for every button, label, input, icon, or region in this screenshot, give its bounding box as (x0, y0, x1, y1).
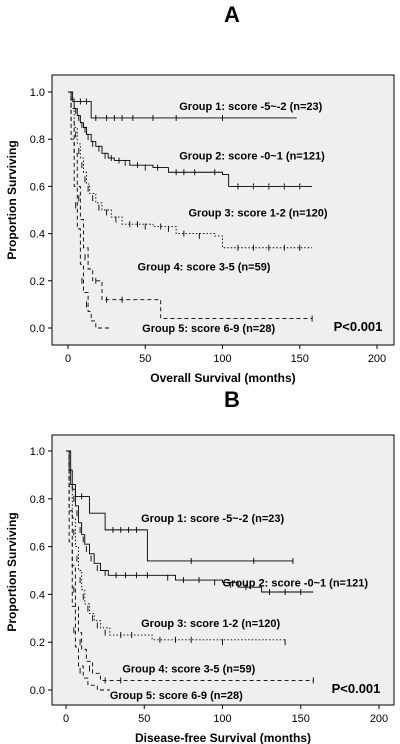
y-tick-label: 0.4 (30, 589, 45, 601)
series-label: Group 1: score -5~-2 (n=23) (141, 513, 284, 525)
x-tick-label: 50 (138, 713, 150, 725)
series-group-4: Group 4: score 3-5 (n=59) (66, 450, 314, 684)
series-line (68, 91, 313, 187)
y-tick-label: 0.8 (30, 494, 45, 506)
y-tick-label: 1.0 (30, 446, 45, 458)
x-tick-label: 150 (292, 713, 310, 725)
series-group-2: Group 2: score -0~1 (n=121) (68, 91, 325, 190)
series-label: Group 5: score 6-9 (n=28) (142, 323, 275, 335)
x-tick-label: 100 (213, 713, 231, 725)
x-tick-label: 0 (65, 353, 71, 365)
series-group-3: Group 3: score 1-2 (n=120) (66, 450, 286, 646)
panel-letter: A (224, 2, 240, 27)
p-value-annotation: P<0.001 (332, 681, 381, 696)
p-value-annotation: P<0.001 (334, 319, 383, 334)
series-label: Group 3: score 1-2 (n=120) (189, 207, 328, 219)
x-axis-title: Disease-free Survival (months) (135, 731, 311, 744)
series-group-2: Group 2: score -0~1 (n=121) (66, 450, 369, 596)
series-label: Group 5: score 6-9 (n=28) (110, 690, 243, 702)
series-line (66, 450, 110, 691)
series-line (68, 91, 313, 320)
series-group-1: Group 1: score -5~-2 (n=23) (68, 91, 323, 121)
series-line (66, 450, 314, 593)
series-label: Group 2: score -0~1 (n=121) (179, 151, 325, 163)
series-label: Group 3: score 1-2 (n=120) (141, 618, 280, 630)
y-tick-label: 0.4 (30, 229, 45, 241)
y-tick-label: 1.0 (30, 87, 45, 99)
chart-panel-a: A 0.0 0.2 0.4 0.6 0.8 1.0 0 50 100 150 200 Overall S… (5, 2, 395, 385)
series-line (68, 91, 112, 329)
x-axis-title: Overall Survival (months) (150, 371, 295, 385)
series-group-3: Group 3: score 1-2 (n=120) (68, 91, 328, 251)
series-group-1: Group 1: score -5~-2 (n=23) (66, 450, 294, 564)
series-label: Group 2: score -0~1 (n=121) (223, 577, 369, 589)
y-axis-title: Proportion Surviving (5, 140, 19, 259)
series-label: Group 1: score -5~-2 (n=23) (179, 101, 322, 113)
series-line (68, 91, 297, 119)
series-line (68, 91, 313, 249)
panel-letter: B (224, 387, 240, 412)
series-line (66, 450, 314, 681)
x-tick-label: 0 (63, 713, 69, 725)
y-tick-label: 0.0 (30, 685, 45, 697)
series-line (66, 450, 293, 562)
series-label: Group 4: score 3-5 (n=59) (138, 262, 271, 274)
x-tick-label: 200 (370, 713, 388, 725)
x-tick-label: 100 (213, 353, 231, 365)
y-axis-title: Proportion Surviving (5, 512, 19, 631)
x-tick-label: 150 (291, 353, 309, 365)
y-tick-label: 0.8 (30, 134, 45, 146)
x-tick-label: 200 (368, 353, 386, 365)
y-tick-label: 0.2 (30, 637, 45, 649)
series-group-5: Group 5: score 6-9 (n=28) (66, 450, 243, 702)
y-tick-label: 0.2 (30, 276, 45, 288)
y-tick-label: 0.0 (30, 323, 45, 335)
x-tick-label: 50 (139, 353, 151, 365)
series-label: Group 4: score 3-5 (n=59) (122, 663, 255, 675)
y-tick-label: 0.6 (30, 181, 45, 193)
series-group-5: Group 5: score 6-9 (n=28) (68, 91, 275, 335)
series-group-4: Group 4: score 3-5 (n=59) (68, 91, 313, 322)
y-tick-label: 0.6 (30, 542, 45, 554)
chart-panel-b: B 0.0 0.2 0.4 0.6 0.8 1.0 0 50 100 150 200 Disease-f… (5, 387, 395, 744)
series-line (66, 450, 286, 643)
